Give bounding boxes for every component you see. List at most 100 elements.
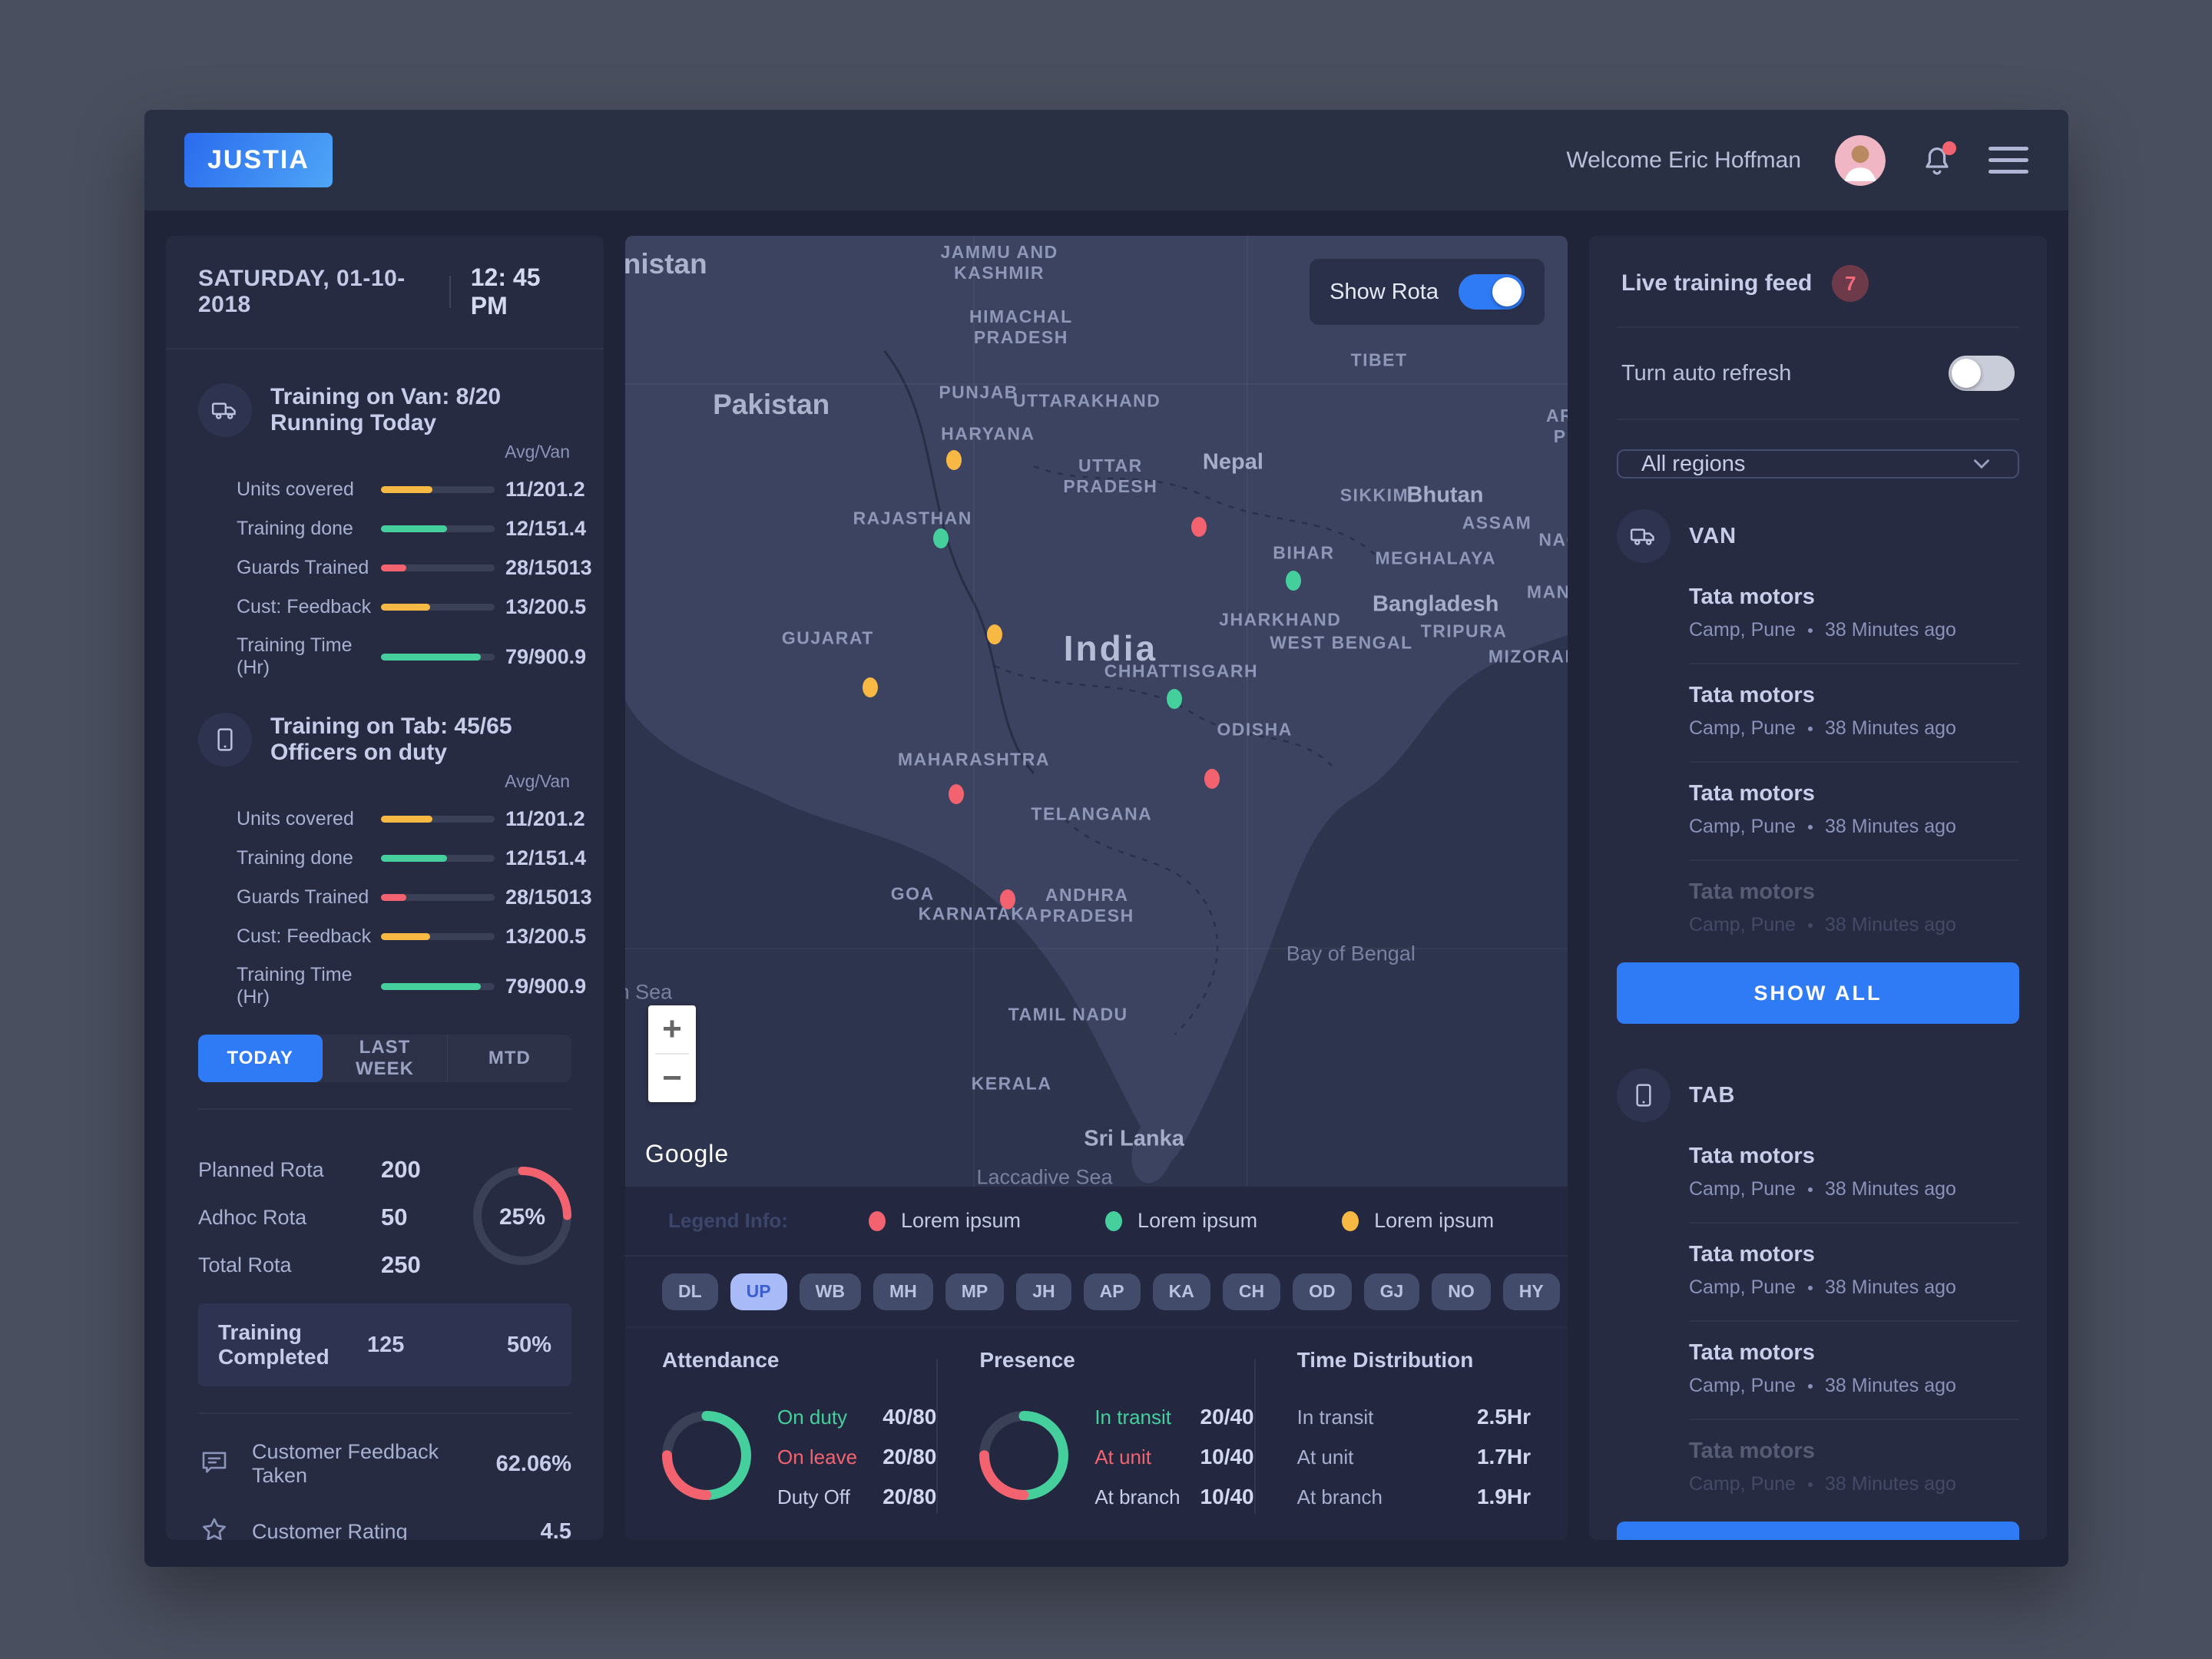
state-chip-jh[interactable]: JH [1016,1273,1071,1310]
state-chip-dl[interactable]: DL [662,1273,718,1310]
period-tabs: TODAY LAST WEEK MTD [198,1035,571,1082]
metric-bar [381,525,495,532]
van-metrics: Units covered 11/20 1.2 Training done 12/15 1… [198,478,592,679]
feed-item[interactable]: Tata motors Camp, Pune 38 Minutes ago [1689,1322,2019,1420]
notification-dot [1942,141,1956,155]
stat-kv-row: At branch 10/40 [1094,1485,1253,1509]
van-feed-list: Tata motors Camp, Pune 38 Minutes ago Tata … [1689,566,2019,958]
state-chip-ap[interactable]: AP [1083,1273,1141,1310]
state-chip-ka[interactable]: KA [1152,1273,1210,1310]
feed-item[interactable]: Tata motors Camp, Pune 38 Minutes ago [1689,861,2019,958]
stat-kv-row: At branch 1.9Hr [1297,1485,1531,1509]
map-marker[interactable] [1191,516,1207,537]
tab-show-all-button[interactable]: SHOW ALL [1617,1522,2019,1540]
map-marker[interactable] [1000,889,1016,910]
training-completed-value: 125 [367,1332,405,1357]
legend-items: Lorem ipsum Lorem ipsum Lorem ipsum [868,1209,1494,1233]
stat-kv-row: At unit 1.7Hr [1297,1445,1531,1469]
feed-item-time: 38 Minutes ago [1824,914,1956,935]
time-distribution-rows: In transit 2.5Hr At unit 1.7Hr At branch 1.9H… [1297,1389,1531,1525]
tab-mtd[interactable]: MTD [448,1035,571,1082]
van-section-header: Training on Van: 8/20 Running Today [198,383,571,437]
state-chip-mh[interactable]: MH [873,1273,933,1310]
feed-item-name: Tata motors [1689,1439,1815,1463]
state-chip-ch[interactable]: CH [1222,1273,1281,1310]
rota-label: Adhoc Rota [198,1205,307,1229]
feed-item[interactable]: Tata motors Camp, Pune 38 Minutes ago [1689,763,2019,861]
state-chip-hy[interactable]: HY [1502,1273,1560,1310]
rota-row: Adhoc Rota 50 [198,1204,473,1231]
feed-item[interactable]: Tata motors Camp, Pune 38 Minutes ago [1689,1420,2019,1517]
region-select-value: All regions [1641,451,1746,476]
metric-bar-fill [381,525,447,532]
metric-label: Guards Trained [237,557,369,578]
datetime-row: SATURDAY, 01-10-2018 12: 45 PM [166,236,604,349]
zoom-in-button[interactable]: + [662,1010,682,1048]
map-marker[interactable] [986,624,1002,644]
feed-item-time: 38 Minutes ago [1824,1178,1956,1200]
rota-summary: Planned Rota 200 Adhoc Rota 50 Total Rota 250… [198,1136,571,1299]
date-label: SATURDAY, 01-10-2018 [198,266,406,317]
metric-bar-fill [381,604,430,611]
feed-item-location: Camp, Pune [1689,1473,1796,1495]
presence-group: Presence In transit 20/40 At unit 10/40 At b… [938,1348,1254,1525]
region-select[interactable]: All regions [1617,449,2019,478]
map-marker[interactable] [1285,571,1301,591]
van-section-title: Training on Van: 8/20 Running Today [270,384,502,435]
metric-value: 12/15 [505,517,558,540]
divider [1253,1359,1256,1514]
state-chip-od[interactable]: OD [1293,1273,1352,1310]
stat-kv-label: On duty [777,1405,848,1429]
stat-kv-label: At branch [1094,1485,1181,1508]
map-marker[interactable] [863,677,879,698]
auto-refresh-toggle[interactable] [1949,356,2015,391]
notifications-bell-icon[interactable] [1919,141,1956,178]
avatar[interactable] [1835,134,1886,186]
metric-avg-value: 13 [568,556,592,579]
feed-item-name: Tata motors [1689,683,1815,707]
tab-today[interactable]: TODAY [198,1035,323,1082]
dot-separator [1807,824,1813,830]
donut-chart [473,1166,571,1265]
state-chip-mp[interactable]: MP [945,1273,1005,1310]
map-marker[interactable] [946,450,962,471]
state-chip-no[interactable]: NO [1432,1273,1491,1310]
zoom-out-button[interactable]: − [662,1059,682,1097]
state-chip-wb[interactable]: WB [799,1273,861,1310]
state-chip-gj[interactable]: GJ [1363,1273,1420,1310]
dot-separator [1807,1383,1813,1389]
tab-last-week[interactable]: LAST WEEK [323,1035,448,1082]
metric-row: Units covered 11/20 1.2 [237,807,585,831]
feed-item[interactable]: Tata motors Camp, Pune 38 Minutes ago [1689,1224,2019,1322]
van-show-all-button[interactable]: SHOW ALL [1617,962,2019,1024]
feed-item[interactable]: Tata motors Camp, Pune 38 Minutes ago [1689,1125,2019,1224]
map-marker[interactable] [933,528,949,548]
metric-value: 11/20 [505,478,557,501]
legend-info-label: Legend Info: [668,1209,788,1232]
metric-bar-fill [381,894,406,901]
show-rota-toggle[interactable] [1459,274,1525,310]
top-bar: JUSTIA Welcome Eric Hoffman [144,110,2068,210]
map-marker[interactable] [948,783,964,804]
feed-item[interactable]: Tata motors Camp, Pune 38 Minutes ago [1689,664,2019,763]
map-marker[interactable] [1167,688,1183,709]
feed-item-name: Tata motors [1689,1144,1815,1168]
app-window: JUSTIA Welcome Eric Hoffman [144,110,2068,1567]
divider [198,1412,571,1414]
menu-icon[interactable] [1988,147,2028,174]
map-marker[interactable] [1204,768,1220,789]
metric-row: Cust: Feedback 13/20 0.5 [237,925,586,949]
feed-item-time: 38 Minutes ago [1824,1473,1956,1495]
metric-label: Training done [237,847,353,869]
show-rota-control: Show Rota [1310,259,1545,325]
dot-separator [1807,726,1813,731]
stat-label: Customer Feedback Taken [252,1440,439,1487]
feed-item[interactable]: Tata motors Camp, Pune 38 Minutes ago [1689,566,2019,664]
metric-value: 12/15 [505,846,558,869]
metric-value: 28/150 [505,886,569,909]
state-chip-up[interactable]: UP [730,1273,787,1310]
presence-title: Presence [979,1348,1075,1372]
legend-dot [1342,1210,1359,1231]
feed-item-name: Tata motors [1689,1242,1815,1267]
